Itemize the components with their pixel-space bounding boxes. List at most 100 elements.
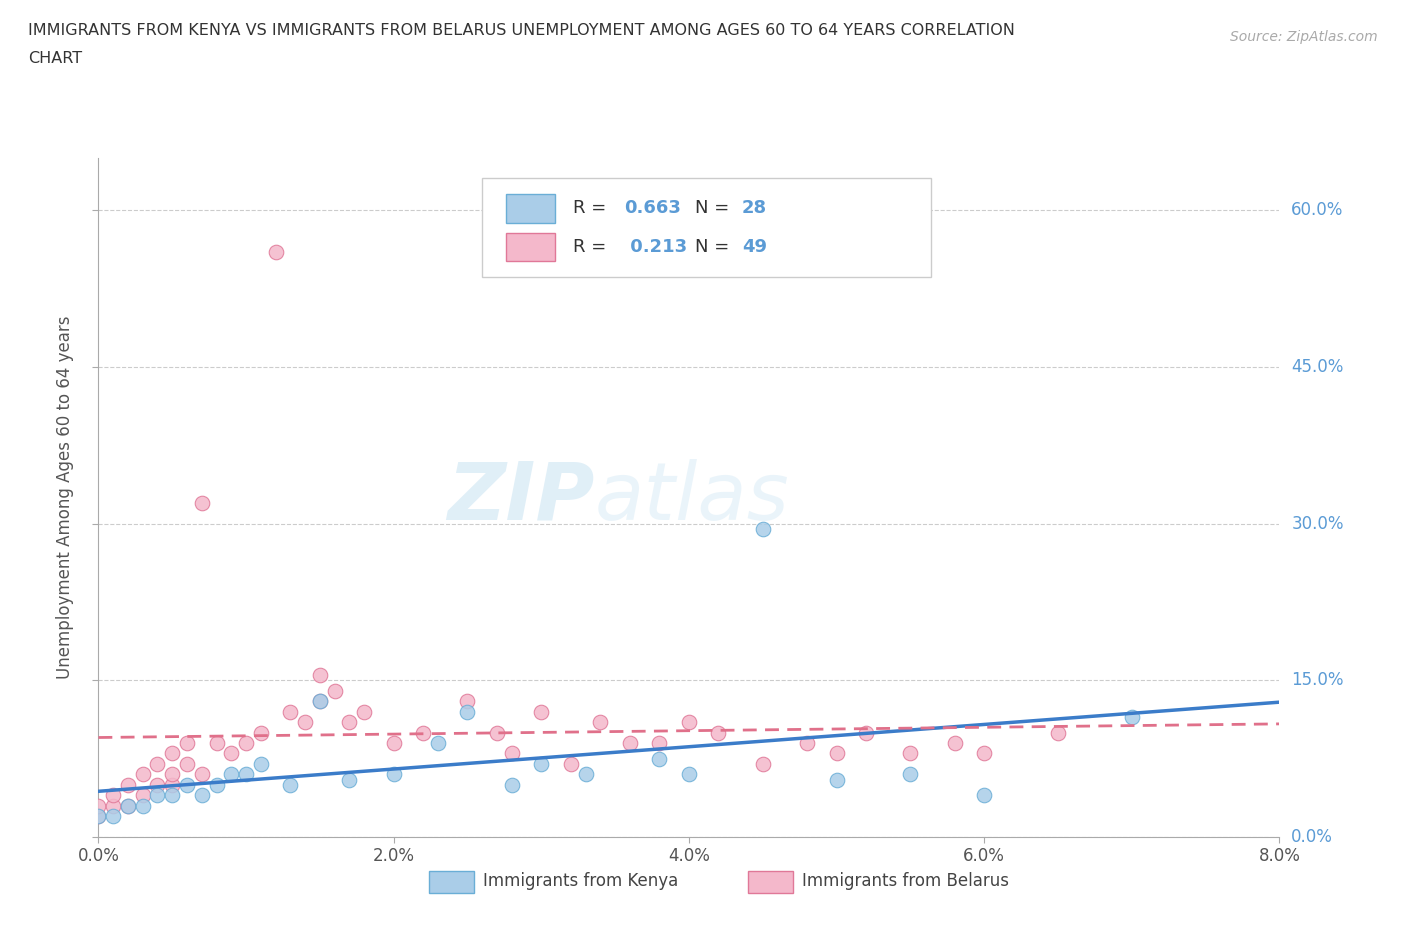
Point [87,798,110,813]
Text: ZIP: ZIP [447,458,595,537]
Point [382,736,405,751]
Text: 60.0%: 60.0% [1291,201,1344,219]
Point [560,756,582,771]
Point [132,767,155,782]
Text: Immigrants from Belarus: Immigrants from Belarus [803,872,1010,890]
Point [382,767,405,782]
Point [176,756,198,771]
Text: Immigrants from Kenya: Immigrants from Kenya [484,872,679,890]
Point [103,788,124,803]
Point [87,809,110,824]
FancyBboxPatch shape [429,870,474,894]
Point [707,725,730,740]
Point [219,767,242,782]
Point [898,767,921,782]
Point [619,736,641,751]
Point [825,746,848,761]
Point [501,746,523,761]
Point [574,767,596,782]
Point [205,777,228,792]
Point [308,694,332,709]
Point [426,736,449,751]
Point [456,704,478,719]
Text: N =: N = [695,199,735,218]
Point [162,767,183,782]
FancyBboxPatch shape [748,870,793,894]
Point [191,788,214,803]
Point [308,694,332,709]
Point [103,809,124,824]
Point [205,736,228,751]
Point [250,725,273,740]
Point [530,704,553,719]
Point [235,736,257,751]
Point [943,736,966,751]
Text: 0.663: 0.663 [624,199,681,218]
Point [294,714,316,729]
Point [117,777,139,792]
Point [648,736,671,751]
Text: 28: 28 [742,199,768,218]
Text: 0.213: 0.213 [624,238,688,256]
Point [308,668,332,683]
Text: IMMIGRANTS FROM KENYA VS IMMIGRANTS FROM BELARUS UNEMPLOYMENT AMONG AGES 60 TO 6: IMMIGRANTS FROM KENYA VS IMMIGRANTS FROM… [28,23,1015,38]
Point [501,777,523,792]
FancyBboxPatch shape [506,194,555,222]
Point [191,767,214,782]
Point [264,245,287,259]
Point [87,809,110,824]
Point [855,725,877,740]
Point [176,736,198,751]
Text: 49: 49 [742,238,768,256]
Point [235,767,257,782]
Text: R =: R = [574,238,612,256]
Point [323,684,346,698]
Point [412,725,434,740]
Point [337,772,360,787]
Point [146,788,169,803]
Text: 30.0%: 30.0% [1291,514,1344,533]
Point [337,714,360,729]
Text: CHART: CHART [28,51,82,66]
Point [973,746,995,761]
Point [353,704,375,719]
Point [825,772,848,787]
Point [648,751,671,766]
Point [898,746,921,761]
Point [530,756,553,771]
Point [146,756,169,771]
Y-axis label: Unemployment Among Ages 60 to 64 years: Unemployment Among Ages 60 to 64 years [56,316,75,679]
FancyBboxPatch shape [506,232,555,261]
Point [117,798,139,813]
Point [176,777,198,792]
Point [1121,710,1143,724]
Point [117,798,139,813]
Point [250,756,273,771]
Point [132,788,155,803]
Text: 45.0%: 45.0% [1291,358,1344,376]
Point [485,725,508,740]
Text: 0.0%: 0.0% [1291,828,1333,846]
Text: N =: N = [695,238,735,256]
Point [146,777,169,792]
Point [162,788,183,803]
Point [278,777,301,792]
Point [132,798,155,813]
Point [456,694,478,709]
Text: 15.0%: 15.0% [1291,671,1344,689]
Point [589,714,612,729]
Point [751,522,773,537]
Point [678,714,700,729]
Point [219,746,242,761]
Point [751,756,773,771]
Point [278,704,301,719]
Point [678,767,700,782]
FancyBboxPatch shape [482,179,931,277]
Point [162,777,183,792]
Text: atlas: atlas [595,458,789,537]
Point [973,788,995,803]
Point [103,798,124,813]
Point [162,746,183,761]
Text: Source: ZipAtlas.com: Source: ZipAtlas.com [1230,30,1378,44]
Text: R =: R = [574,199,612,218]
